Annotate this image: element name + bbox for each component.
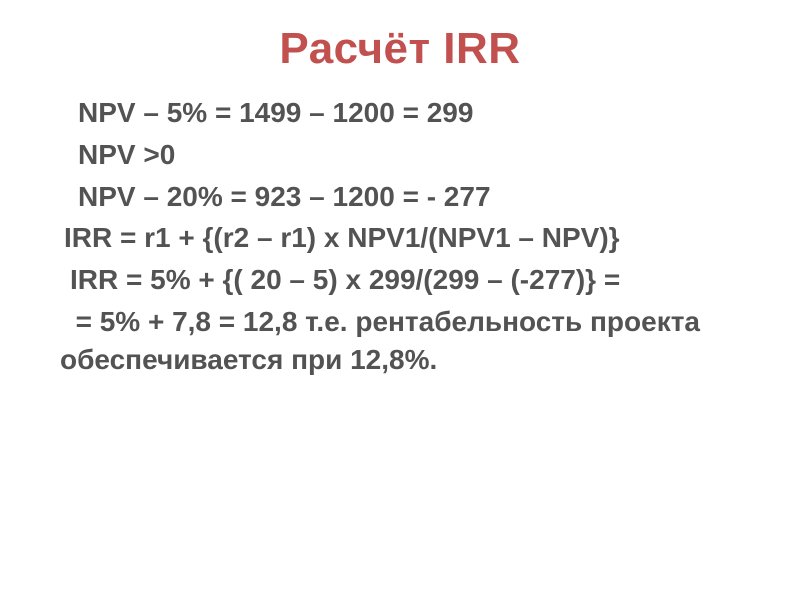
calc-line-1: NPV – 5% = 1499 – 1200 = 299	[60, 92, 750, 134]
calc-line-6: = 5% + 7,8 = 12,8 т.е. рентабельность пр…	[60, 301, 750, 381]
calc-line-3: NPV – 20% = 923 – 1200 = - 277	[60, 176, 750, 218]
calc-line-5: IRR = 5% + {( 20 – 5) х 299/(299 – (-277…	[60, 259, 750, 301]
calc-line-4: IRR = r1 + {(r2 – r1) х NPV1/(NPV1 – NPV…	[60, 217, 750, 259]
slide-content: NPV – 5% = 1499 – 1200 = 299 NPV >0 NPV …	[0, 92, 800, 381]
calc-line-2: NPV >0	[60, 134, 750, 176]
slide: Расчёт IRR NPV – 5% = 1499 – 1200 = 299 …	[0, 0, 800, 600]
slide-title: Расчёт IRR	[0, 0, 800, 92]
